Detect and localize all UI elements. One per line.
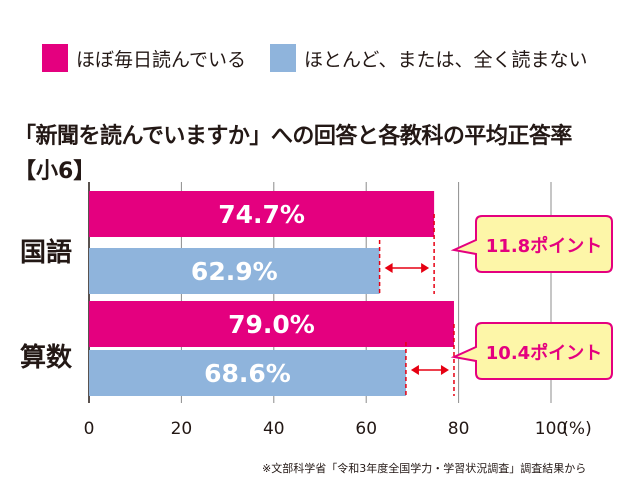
legend-swatch-rarely [270, 44, 296, 72]
diff-arrowhead-left-0 [384, 263, 393, 273]
bar-0-0 [89, 191, 435, 237]
x-tick-label-80: 80 [448, 419, 470, 439]
callout-box-0 [450, 215, 613, 273]
callout-label-1: 10.4ポイント [486, 342, 602, 364]
bar-label-0-1: 62.9% [191, 257, 278, 286]
category-label-0: 国語 [20, 237, 72, 268]
callout-label-0: 11.8ポイント [486, 235, 602, 257]
diff-arrowhead-right-0 [421, 263, 430, 273]
callout-box-1 [450, 322, 613, 380]
legend-swatch-daily [42, 44, 68, 72]
legend: ほぼ毎日読んでいる ほとんど、または、全く読まない [0, 38, 640, 78]
legend-label-daily: ほぼ毎日読んでいる [76, 48, 247, 71]
chart-subtitle: 【小6】 [14, 159, 96, 184]
bar-0-1 [89, 248, 380, 294]
bar-label-1-0: 79.0% [228, 310, 315, 339]
x-tick-label-100: 100 [535, 419, 567, 439]
diff-arrowhead-left-1 [410, 365, 419, 375]
legend-item-daily: ほぼ毎日読んでいる [42, 38, 246, 78]
x-tick-label-40: 40 [263, 419, 285, 439]
x-tick-label-60: 60 [355, 419, 377, 439]
x-tick-label-0: 0 [84, 419, 95, 439]
bar-1-1 [89, 350, 406, 396]
chart-title: 「新聞を読んでいますか」への回答と各教科の平均正答率 [14, 124, 572, 149]
legend-label-rarely: ほとんど、または、全く読まない [304, 48, 588, 71]
x-unit-label: (%) [562, 419, 591, 439]
diff-arrowhead-right-1 [440, 365, 449, 375]
category-label-1: 算数 [20, 342, 73, 373]
bar-label-0-0: 74.7% [218, 200, 305, 229]
legend-item-rarely: ほとんど、または、全く読まない [270, 38, 587, 78]
bar-1-0 [89, 301, 454, 347]
source-note: ※文部科学省「令和3年度全国学力・学習状況調査」調査結果から [262, 462, 587, 475]
bar-label-1-1: 68.6% [204, 359, 291, 388]
x-tick-label-20: 20 [171, 419, 193, 439]
